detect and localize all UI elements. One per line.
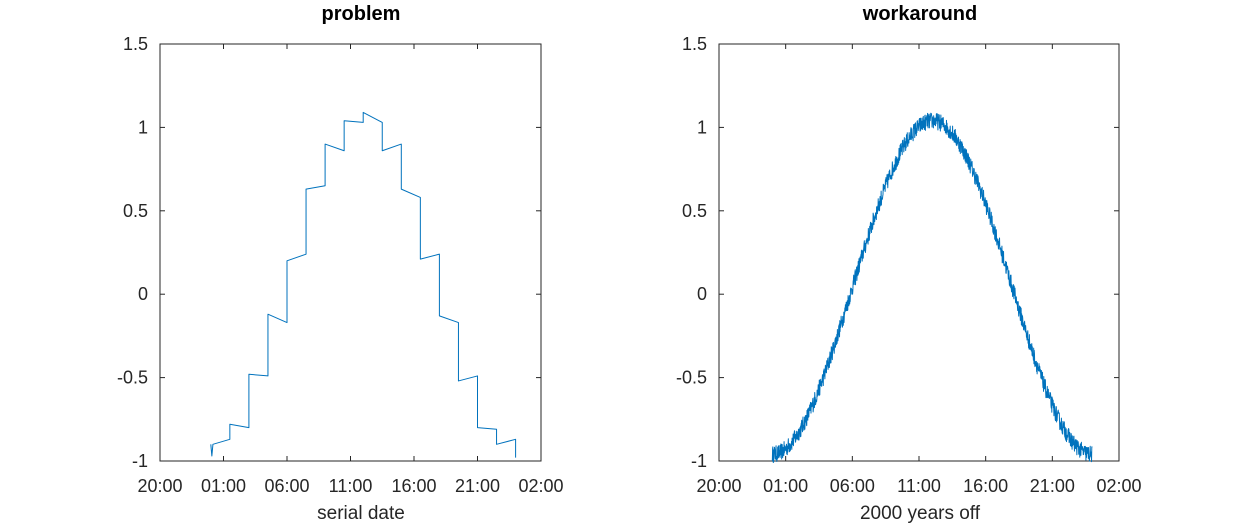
series-layer bbox=[210, 111, 517, 458]
y-tick-label: -1 bbox=[132, 451, 148, 471]
series-line bbox=[210, 111, 517, 458]
subplot-problem: problem 20:00 01:00 06:00 11:00 16:00 21:00 02… bbox=[117, 3, 564, 524]
y-tick-label: 0 bbox=[138, 284, 148, 304]
x-tick-label: 21:00 bbox=[455, 476, 500, 496]
x-tick-label: 16:00 bbox=[391, 476, 436, 496]
x-tick-label: 21:00 bbox=[1030, 476, 1075, 496]
y-tick-label: 1.5 bbox=[123, 34, 148, 54]
y-tick-label: -1 bbox=[691, 451, 707, 471]
x-tick-label: 11:00 bbox=[329, 476, 373, 496]
y-tick-label: 1.5 bbox=[682, 34, 707, 54]
y-ticks: -1 -0.5 0 0.5 1 1.5 bbox=[117, 34, 541, 471]
x-axis-label: serial date bbox=[317, 503, 405, 524]
x-tick-label: 11:00 bbox=[897, 476, 941, 496]
x-tick-label: 02:00 bbox=[518, 476, 563, 496]
x-tick-label: 20:00 bbox=[696, 476, 741, 496]
y-tick-label: 0 bbox=[697, 284, 707, 304]
y-ticks: -1 -0.5 0 0.5 1 1.5 bbox=[676, 34, 1119, 471]
y-tick-label: 1 bbox=[697, 117, 707, 137]
y-tick-label: 0.5 bbox=[123, 201, 148, 221]
x-tick-label: 16:00 bbox=[963, 476, 1008, 496]
y-tick-label: 0.5 bbox=[682, 201, 707, 221]
y-tick-label: 1 bbox=[138, 117, 148, 137]
x-ticks: 20:00 01:00 06:00 11:00 16:00 21:00 02:00 bbox=[696, 44, 1142, 496]
y-tick-label: -0.5 bbox=[117, 368, 148, 388]
x-tick-label: 01:00 bbox=[201, 476, 246, 496]
series-layer bbox=[771, 112, 1093, 463]
series-line bbox=[771, 112, 1093, 463]
chart-title: workaround bbox=[862, 3, 977, 25]
plot-area bbox=[718, 43, 1120, 462]
x-tick-label: 06:00 bbox=[830, 476, 875, 496]
x-ticks: 20:00 01:00 06:00 11:00 16:00 21:00 02:00 bbox=[137, 44, 564, 496]
x-axis-label: 2000 years off bbox=[860, 503, 981, 524]
x-tick-label: 02:00 bbox=[1096, 476, 1141, 496]
plot-area bbox=[159, 43, 542, 462]
x-tick-label: 20:00 bbox=[137, 476, 182, 496]
y-tick-label: -0.5 bbox=[676, 368, 707, 388]
chart-title: problem bbox=[322, 3, 401, 25]
subplot-workaround: workaround 20:00 01:00 06:00 11:00 16:00 21:0… bbox=[676, 3, 1142, 524]
x-tick-label: 06:00 bbox=[264, 476, 309, 496]
x-tick-label: 01:00 bbox=[763, 476, 808, 496]
